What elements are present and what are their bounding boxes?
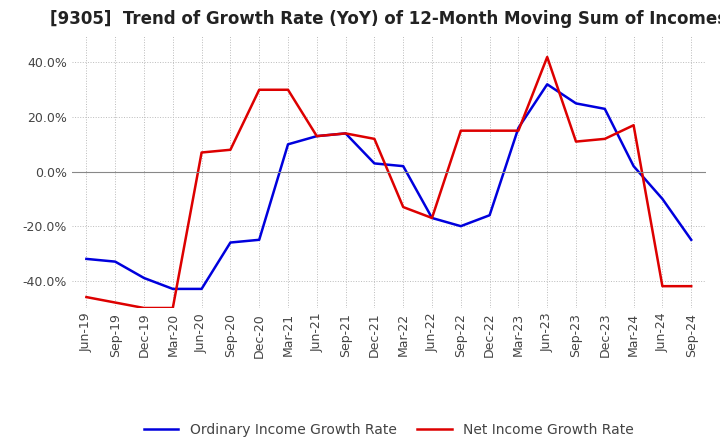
Ordinary Income Growth Rate <box>82 256 91 261</box>
Ordinary Income Growth Rate <box>226 240 235 245</box>
Ordinary Income Growth Rate <box>543 82 552 87</box>
Net Income Growth Rate <box>255 87 264 92</box>
Ordinary Income Growth Rate <box>687 237 696 242</box>
Net Income Growth Rate <box>687 283 696 289</box>
Ordinary Income Growth Rate <box>658 196 667 202</box>
Ordinary Income Growth Rate <box>370 161 379 166</box>
Net Income Growth Rate <box>111 300 120 305</box>
Ordinary Income Growth Rate <box>168 286 177 292</box>
Ordinary Income Growth Rate <box>284 142 292 147</box>
Line: Ordinary Income Growth Rate: Ordinary Income Growth Rate <box>86 84 691 289</box>
Net Income Growth Rate <box>629 123 638 128</box>
Net Income Growth Rate <box>572 139 580 144</box>
Net Income Growth Rate <box>197 150 206 155</box>
Line: Net Income Growth Rate: Net Income Growth Rate <box>86 57 691 308</box>
Ordinary Income Growth Rate <box>428 215 436 220</box>
Net Income Growth Rate <box>399 205 408 210</box>
Ordinary Income Growth Rate <box>111 259 120 264</box>
Net Income Growth Rate <box>168 305 177 311</box>
Ordinary Income Growth Rate <box>197 286 206 292</box>
Title: [9305]  Trend of Growth Rate (YoY) of 12-Month Moving Sum of Incomes: [9305] Trend of Growth Rate (YoY) of 12-… <box>50 10 720 28</box>
Net Income Growth Rate <box>600 136 609 142</box>
Ordinary Income Growth Rate <box>140 275 148 281</box>
Net Income Growth Rate <box>284 87 292 92</box>
Net Income Growth Rate <box>226 147 235 152</box>
Ordinary Income Growth Rate <box>629 164 638 169</box>
Ordinary Income Growth Rate <box>572 101 580 106</box>
Ordinary Income Growth Rate <box>514 125 523 131</box>
Net Income Growth Rate <box>82 294 91 300</box>
Ordinary Income Growth Rate <box>399 164 408 169</box>
Ordinary Income Growth Rate <box>485 213 494 218</box>
Net Income Growth Rate <box>428 215 436 220</box>
Ordinary Income Growth Rate <box>255 237 264 242</box>
Ordinary Income Growth Rate <box>600 106 609 111</box>
Net Income Growth Rate <box>485 128 494 133</box>
Net Income Growth Rate <box>543 55 552 60</box>
Net Income Growth Rate <box>456 128 465 133</box>
Net Income Growth Rate <box>140 305 148 311</box>
Ordinary Income Growth Rate <box>312 133 321 139</box>
Net Income Growth Rate <box>370 136 379 142</box>
Net Income Growth Rate <box>341 131 350 136</box>
Net Income Growth Rate <box>514 128 523 133</box>
Net Income Growth Rate <box>312 133 321 139</box>
Ordinary Income Growth Rate <box>341 131 350 136</box>
Ordinary Income Growth Rate <box>456 224 465 229</box>
Legend: Ordinary Income Growth Rate, Net Income Growth Rate: Ordinary Income Growth Rate, Net Income … <box>138 418 639 440</box>
Net Income Growth Rate <box>658 283 667 289</box>
